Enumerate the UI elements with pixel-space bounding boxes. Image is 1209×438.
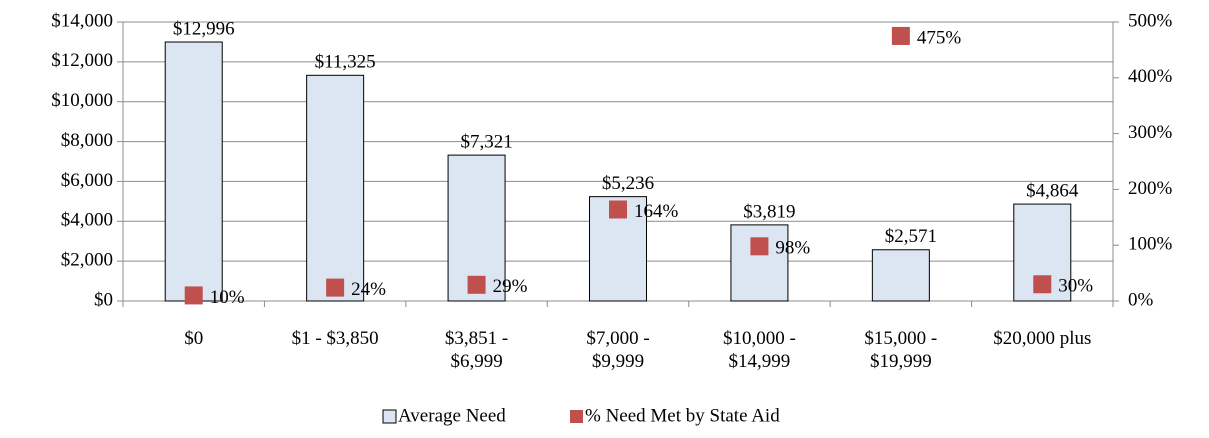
bar xyxy=(306,74,365,302)
bar-value-label: $12,996 xyxy=(173,18,235,39)
marker-value-label: 29% xyxy=(493,276,528,297)
marker-value-label: 30% xyxy=(1058,276,1093,297)
y-tick-label: $6,000 xyxy=(61,170,113,191)
x-tick-label: $3,851 - $6,999 xyxy=(444,328,509,372)
marker xyxy=(184,286,203,305)
y-tick-label: $12,000 xyxy=(51,50,113,71)
bar xyxy=(871,249,930,302)
legend-swatch xyxy=(570,410,583,423)
bar-value-label: $11,325 xyxy=(315,52,376,73)
x-tick-label: $0 xyxy=(184,328,204,349)
y2-tick-label: 300% xyxy=(1128,122,1173,143)
marker xyxy=(326,278,345,297)
y-tick-label: $0 xyxy=(94,289,113,310)
x-tick-label: $1 - $3,850 xyxy=(291,328,379,349)
bar xyxy=(730,224,789,302)
legend-label: % Need Met by State Aid xyxy=(585,405,780,426)
bar-value-label: $4,864 xyxy=(1026,180,1079,201)
bar-value-label: $7,321 xyxy=(460,131,512,152)
y2-tick-label: 100% xyxy=(1128,234,1173,255)
y2-tick-label: 0% xyxy=(1128,289,1154,310)
y-tick-label: $10,000 xyxy=(51,90,113,111)
marker xyxy=(467,275,486,294)
marker-value-label: 475% xyxy=(917,27,962,48)
marker-value-label: 98% xyxy=(775,238,810,259)
x-tick-label: $20,000 plus xyxy=(993,328,1092,349)
marker-value-label: 10% xyxy=(210,287,245,308)
y-tick-label: $2,000 xyxy=(61,250,113,271)
marker xyxy=(1033,275,1052,294)
y2-tick-label: 200% xyxy=(1128,178,1173,199)
marker-value-label: 164% xyxy=(634,201,679,222)
bar-value-label: $2,571 xyxy=(885,226,937,247)
x-tick-label: $10,000 - $14,999 xyxy=(723,328,796,372)
y-tick-label: $4,000 xyxy=(61,210,113,231)
y2-tick-label: 500% xyxy=(1128,10,1173,31)
x-tick-label: $15,000 - $19,999 xyxy=(864,328,938,372)
legend-label: Average Need xyxy=(398,405,506,426)
y2-tick-label: 400% xyxy=(1128,66,1173,87)
bar-value-label: $3,819 xyxy=(743,201,795,222)
marker-value-label: 24% xyxy=(351,279,386,300)
y-tick-label: $8,000 xyxy=(61,130,113,151)
marker xyxy=(750,237,769,256)
marker xyxy=(609,200,627,219)
y-tick-label: $14,000 xyxy=(51,10,113,31)
bar-value-label: $5,236 xyxy=(602,173,654,194)
x-tick-label: $7,000 - $9,999 xyxy=(586,328,650,372)
marker xyxy=(891,26,910,45)
bar xyxy=(164,41,223,302)
legend-swatch xyxy=(382,409,397,424)
